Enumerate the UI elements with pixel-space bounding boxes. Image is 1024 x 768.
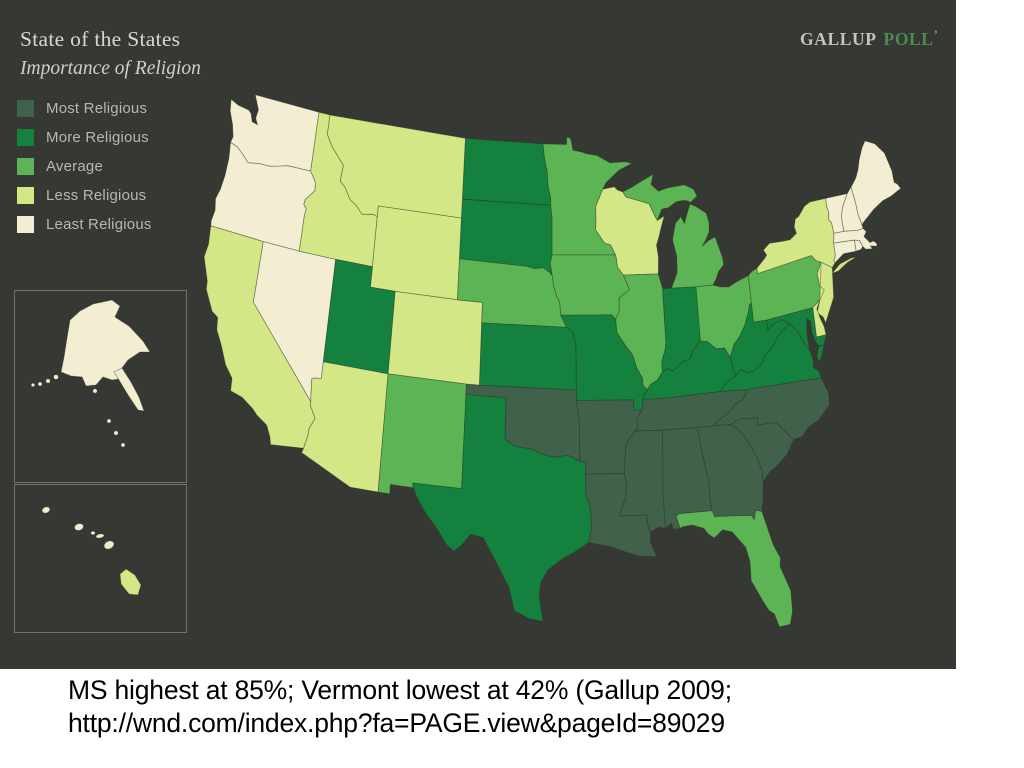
legend-swatch-more <box>17 128 34 146</box>
us-choropleth-map <box>14 94 902 633</box>
state-kansas <box>479 322 577 391</box>
alaska-island <box>53 374 59 380</box>
legend-swatch-avg <box>17 157 34 175</box>
logo-trademark: ’ <box>933 27 939 42</box>
state-florida <box>675 509 793 628</box>
alaska-island <box>120 442 126 448</box>
caption-line-2: http://wnd.com/index.php?fa=PAGE.view&pa… <box>68 707 725 738</box>
state-north-carolina <box>713 377 831 441</box>
legend-label-least: Least Religious <box>46 215 152 233</box>
caption: MS highest at 85%; Vermont lowest at 42%… <box>68 674 732 739</box>
alaska-island <box>106 418 112 424</box>
alaska-island <box>45 378 51 384</box>
legend-label-more: More Religious <box>46 128 149 146</box>
legend-item-avg: Average <box>17 157 152 175</box>
hawaii-island <box>41 506 51 514</box>
hawaii-big-island <box>119 568 142 596</box>
state-california <box>203 225 316 449</box>
title-block: State of the States Importance of Religi… <box>20 27 201 80</box>
state-washington <box>229 94 320 172</box>
alaska-island <box>37 381 43 387</box>
legend-item-most: Most Religious <box>17 99 152 117</box>
state-maryland <box>766 307 827 351</box>
map-subtitle: Importance of Religion <box>20 58 201 79</box>
alaska-island <box>92 388 98 394</box>
state-michigan <box>622 173 725 289</box>
inset-shapes <box>30 299 151 596</box>
legend-swatch-less <box>17 186 34 204</box>
hawaii-island <box>74 523 84 531</box>
state-wyoming <box>369 205 462 301</box>
state-montana <box>327 114 466 219</box>
hawaii-island <box>103 540 115 550</box>
caption-line-1: MS highest at 85%; Vermont lowest at 42%… <box>68 675 732 705</box>
state-maine <box>850 140 902 226</box>
states-layer <box>203 94 902 628</box>
map-title: State of the States <box>20 27 181 51</box>
gallup-poll-logo: GALLUP POLL’ <box>800 27 939 50</box>
alaska-mainland <box>60 299 151 387</box>
logo-product: POLL <box>883 29 934 49</box>
state-colorado <box>387 291 483 386</box>
state-north-dakota <box>462 137 552 206</box>
legend-swatch-least <box>17 215 34 233</box>
map-panel: State of the States Importance of Religi… <box>0 0 956 669</box>
alaska-panhandle <box>113 367 145 412</box>
state-texas <box>412 394 592 622</box>
state-louisiana <box>585 473 658 558</box>
hawaii-inset-box <box>14 484 187 633</box>
state-alaska <box>30 299 151 448</box>
legend: Most Religious More Religious Average Less … <box>17 99 152 244</box>
alaska-inset-box <box>14 290 187 483</box>
legend-item-less: Less Religious <box>17 186 152 204</box>
state-delaware <box>812 299 827 338</box>
state-arizona <box>301 361 389 493</box>
legend-item-least: Least Religious <box>17 215 152 233</box>
legend-label-most: Most Religious <box>46 99 148 117</box>
state-minnesota <box>542 136 633 256</box>
hawaii-island <box>95 533 105 539</box>
hawaii-island <box>90 530 96 536</box>
alaska-island <box>30 382 36 388</box>
legend-item-more: More Religious <box>17 128 152 146</box>
alaska-island <box>113 430 119 436</box>
state-west-virginia <box>729 302 791 377</box>
inset-boxes <box>14 290 187 633</box>
state-hawaii <box>119 568 142 596</box>
legend-label-less: Less Religious <box>46 186 147 204</box>
logo-brand: GALLUP <box>800 29 877 49</box>
hawaii-small-islands <box>41 506 115 550</box>
state-new-mexico <box>377 373 467 495</box>
legend-swatch-most <box>17 99 34 117</box>
legend-label-avg: Average <box>46 157 103 175</box>
state-connecticut <box>833 239 857 264</box>
